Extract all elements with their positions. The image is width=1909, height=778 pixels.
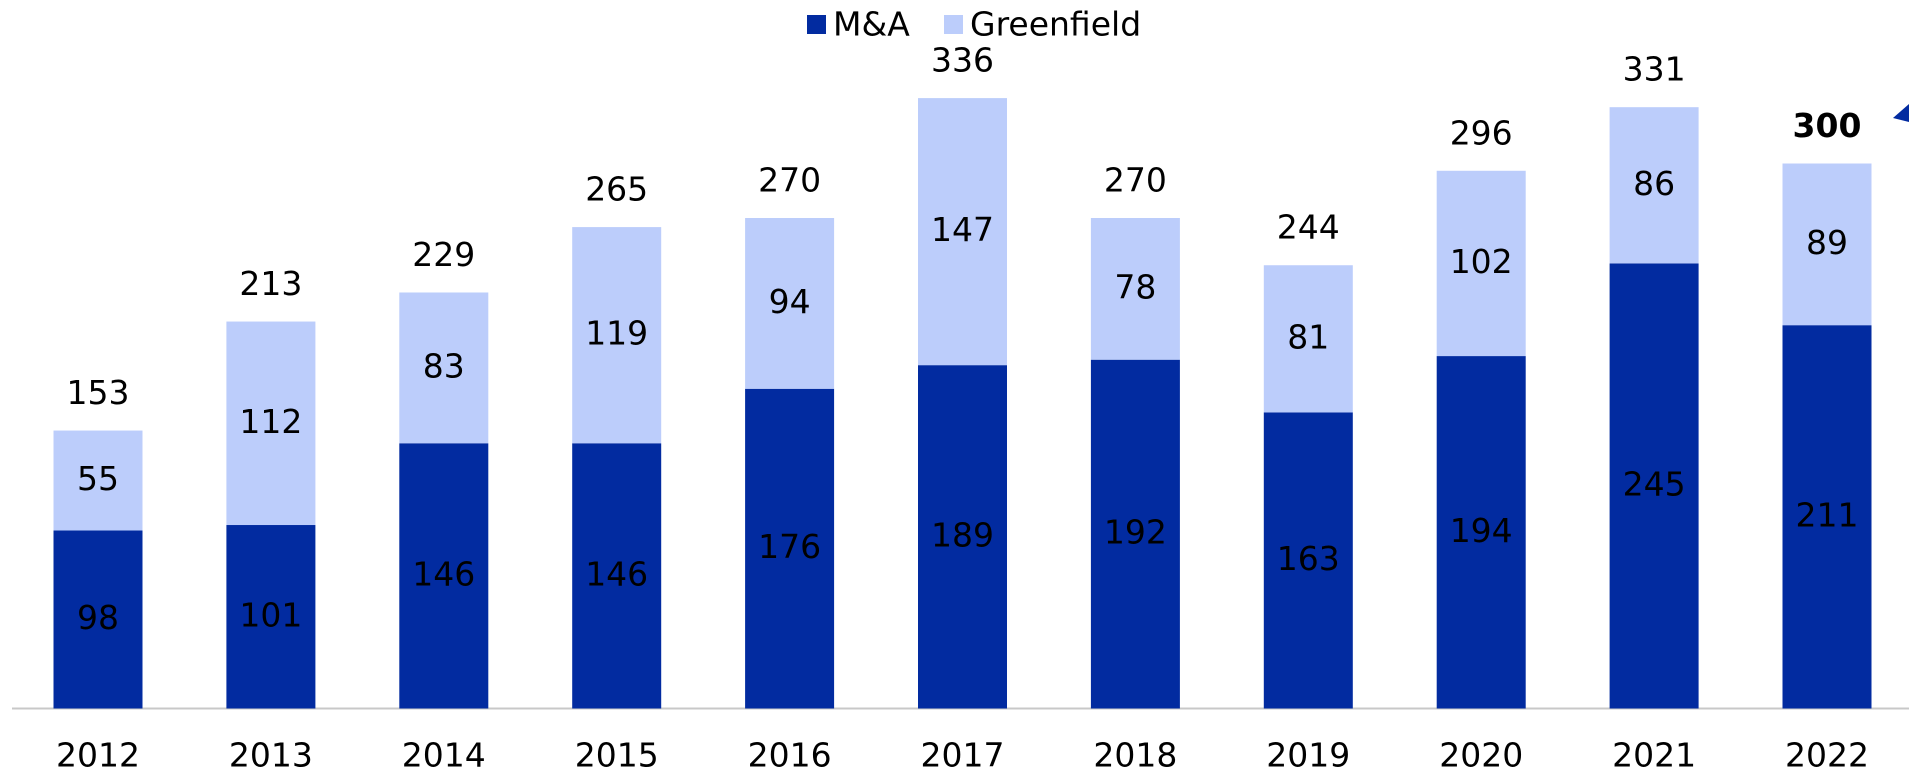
bar-segment [1782, 163, 1872, 326]
segment-label: 112 [239, 402, 302, 441]
total-label: 270 [1104, 161, 1167, 200]
total-label: 336 [931, 41, 994, 80]
segment-label: 81 [1287, 317, 1329, 356]
bar-segment [53, 530, 143, 709]
segment-label: 55 [77, 459, 119, 498]
x-tick-label: 2018 [1093, 736, 1177, 775]
bar-segment [1609, 107, 1699, 264]
segment-label: 176 [758, 527, 821, 566]
segment-label: 194 [1450, 511, 1513, 550]
bar-segment [1090, 359, 1180, 709]
total-label: 153 [67, 373, 130, 412]
bar-segment [226, 321, 316, 526]
bar-segment [918, 365, 1007, 709]
segment-label: 192 [1104, 513, 1167, 552]
x-tick-label: 2020 [1439, 736, 1523, 775]
x-tick-label: 2016 [748, 736, 832, 775]
x-tick-label: 2014 [402, 736, 486, 775]
bar-segment [399, 292, 489, 444]
segment-label: 163 [1277, 539, 1340, 578]
segment-label: 119 [585, 314, 648, 353]
segment-label: 189 [931, 515, 994, 554]
bar-segment [226, 525, 316, 709]
total-label: 270 [758, 161, 821, 200]
bar-segment [1782, 325, 1872, 709]
total-label: 244 [1277, 208, 1340, 247]
x-tick-label: 2015 [575, 736, 659, 775]
segment-label: 102 [1450, 242, 1513, 281]
bar-segment [1609, 263, 1699, 709]
total-label: 296 [1450, 113, 1513, 152]
legend-swatch [807, 15, 826, 34]
bar-segment [745, 388, 835, 709]
segment-label: 146 [585, 554, 648, 593]
total-label: 229 [412, 235, 475, 274]
legend-swatch [944, 15, 963, 34]
total-label: 213 [239, 264, 302, 303]
bar-segment [1436, 356, 1526, 709]
bar-segment [572, 443, 662, 709]
segment-label: 98 [77, 598, 119, 637]
bar-segment [1263, 265, 1353, 413]
x-tick-label: 2013 [229, 736, 313, 775]
legend-label: Greenfield [970, 5, 1141, 44]
bar-segment [572, 227, 662, 444]
segment-label: 147 [931, 210, 994, 249]
segment-label: 101 [239, 595, 302, 634]
segment-label: 86 [1633, 164, 1675, 203]
x-tick-label: 2021 [1612, 736, 1696, 775]
segment-label: 94 [769, 282, 811, 321]
segment-label: 83 [423, 346, 465, 385]
segment-label: 89 [1806, 223, 1848, 262]
bar-segment [1263, 412, 1353, 709]
segment-label: 211 [1796, 495, 1859, 534]
segment-label: 146 [412, 554, 475, 593]
x-tick-label: 2012 [56, 736, 140, 775]
bar-segment [918, 98, 1007, 366]
legend-label: M&A [833, 5, 910, 44]
x-tick-label: 2022 [1785, 736, 1869, 775]
arrow-decoration [1893, 104, 1909, 122]
segment-label: 78 [1114, 267, 1156, 306]
bar-segment [53, 430, 143, 531]
bar-segment [745, 218, 835, 389]
x-tick-label: 2019 [1266, 736, 1350, 775]
bar-segment [1436, 170, 1526, 357]
total-label: 265 [585, 170, 648, 209]
bar-segment [1090, 218, 1180, 360]
total-label: 300 [1793, 106, 1862, 145]
total-label: 331 [1623, 50, 1686, 89]
bar-segment [399, 443, 489, 709]
x-tick-label: 2017 [921, 736, 1005, 775]
segment-label: 245 [1623, 464, 1686, 503]
